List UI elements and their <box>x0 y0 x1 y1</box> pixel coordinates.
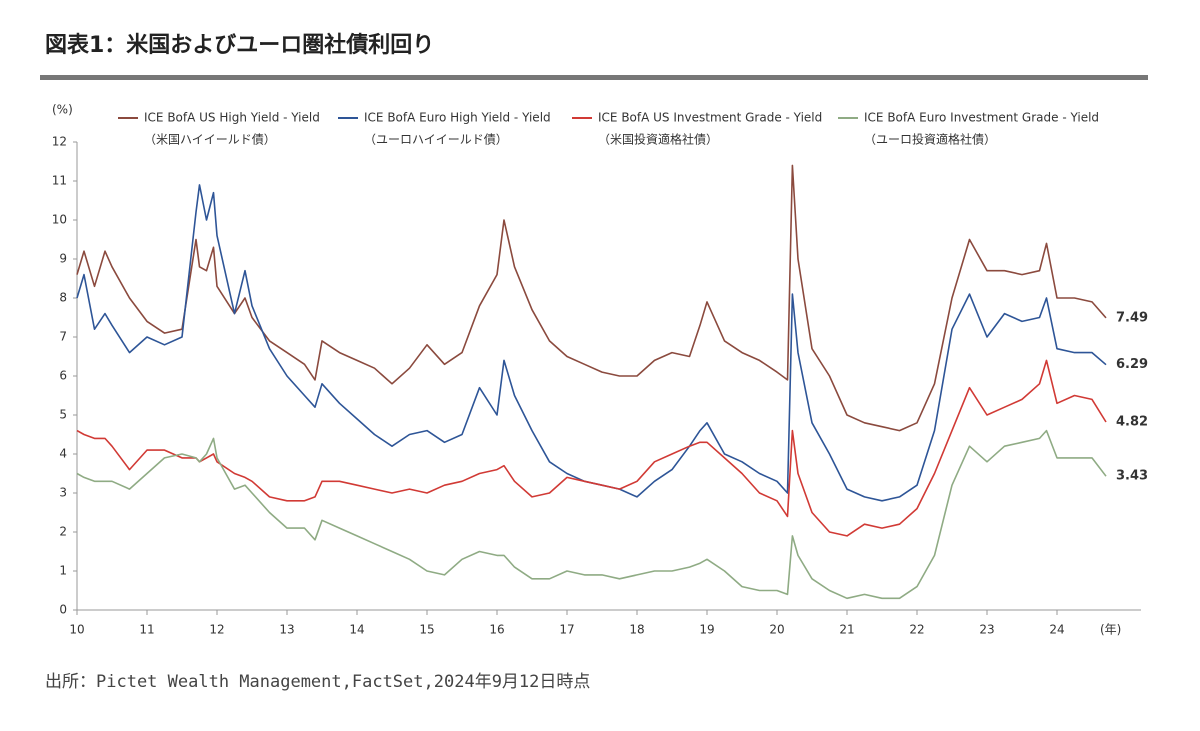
y-tick-label: 10 <box>52 213 67 227</box>
x-tick-label: 21 <box>839 623 854 637</box>
x-tick-label: 19 <box>699 623 714 637</box>
y-tick-label: 11 <box>52 174 67 188</box>
end-label: 3.43 <box>1116 469 1148 484</box>
y-tick-label: 12 <box>52 135 67 149</box>
legend-label: ICE BofA Euro Investment Grade - Yield <box>864 111 1099 125</box>
title-rule <box>40 75 1148 80</box>
y-tick-label: 0 <box>59 603 67 617</box>
x-tick-label: 13 <box>279 623 294 637</box>
x-tick-label: 14 <box>349 623 364 637</box>
series-line <box>76 429 1107 600</box>
x-tick-label: 20 <box>769 623 784 637</box>
y-tick-label: 4 <box>59 447 67 461</box>
x-tick-label: 12 <box>209 623 224 637</box>
x-tick-label: 10 <box>69 623 84 637</box>
x-unit: (年) <box>1100 623 1121 637</box>
y-tick-label: 5 <box>59 408 67 422</box>
x-tick-label: 22 <box>909 623 924 637</box>
x-tick-label: 15 <box>419 623 434 637</box>
y-tick-label: 9 <box>59 252 67 266</box>
y-tick-label: 1 <box>59 564 67 578</box>
legend-sublabel: （米国ハイイールド債） <box>144 132 276 147</box>
y-tick-label: 2 <box>59 525 67 539</box>
y-tick-label: 8 <box>59 291 67 305</box>
end-label: 4.82 <box>1116 415 1148 430</box>
x-tick-label: 18 <box>629 623 644 637</box>
legend-label: ICE BofA US High Yield - Yield <box>144 111 320 125</box>
end-label: 7.49 <box>1116 310 1148 325</box>
legend-sublabel: （ユーロハイイールド債） <box>364 132 508 147</box>
x-tick-label: 17 <box>559 623 574 637</box>
y-unit: (%) <box>52 103 73 117</box>
source: 出所：Pictet Wealth Management,FactSet,2024… <box>45 672 590 692</box>
x-tick-label: 23 <box>979 623 994 637</box>
legend-label: ICE BofA US Investment Grade - Yield <box>598 111 822 125</box>
y-tick-label: 7 <box>59 330 67 344</box>
x-tick-label: 24 <box>1049 623 1064 637</box>
y-tick-label: 3 <box>59 486 67 500</box>
series-line <box>76 184 1107 502</box>
x-tick-label: 11 <box>139 623 154 637</box>
y-tick-label: 6 <box>59 369 67 383</box>
series-line <box>76 359 1107 537</box>
series-line <box>76 164 1107 432</box>
legend-label: ICE BofA Euro High Yield - Yield <box>364 111 551 125</box>
chart-title: 図表1：米国およびユーロ圏社債利回り <box>45 32 434 58</box>
legend-sublabel: （ユーロ投資適格社債） <box>864 132 996 147</box>
x-tick-label: 16 <box>489 623 504 637</box>
end-label: 6.29 <box>1116 357 1148 372</box>
legend-sublabel: （米国投資適格社債） <box>598 132 718 147</box>
